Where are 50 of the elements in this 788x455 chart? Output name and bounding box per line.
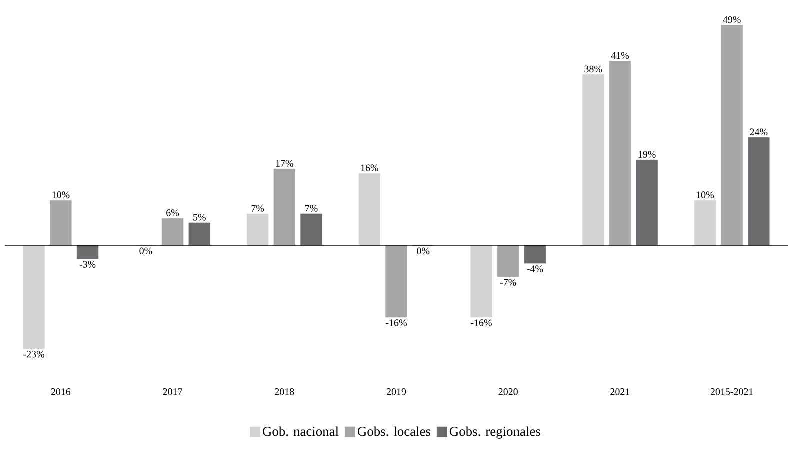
data-label: 10% <box>696 192 714 198</box>
bar <box>694 200 716 246</box>
legend-label: Gobs. locales <box>358 426 431 436</box>
bar <box>721 25 743 246</box>
data-label: 49% <box>723 16 741 24</box>
bar <box>76 245 99 260</box>
data-label: -16% <box>386 320 407 326</box>
bar <box>748 138 770 246</box>
bar <box>470 245 492 318</box>
x-tick-label: 2020 <box>498 388 518 396</box>
data-label: 38% <box>584 66 602 73</box>
data-label: 41% <box>611 52 630 60</box>
bar <box>162 218 184 246</box>
bar <box>636 160 658 246</box>
x-tick-label: 2021 <box>610 388 630 396</box>
data-label: 16% <box>361 164 378 172</box>
x-tick-label: 2017 <box>163 388 182 396</box>
data-label: -23% <box>24 351 45 358</box>
bar <box>23 245 45 350</box>
bar <box>609 61 632 246</box>
bar <box>50 200 72 246</box>
bar <box>498 245 520 278</box>
data-label: -16% <box>471 320 492 326</box>
bar <box>274 168 296 246</box>
bar <box>582 74 604 246</box>
bar <box>358 173 380 246</box>
x-tick-label: 2019 <box>386 388 406 396</box>
bar <box>524 245 546 264</box>
data-label: 7% <box>252 205 264 212</box>
data-label: 5% <box>194 214 206 221</box>
x-tick-label: 2018 <box>275 388 294 396</box>
legend-label: Gob. nacional <box>263 426 339 436</box>
data-label: 0% <box>140 248 152 254</box>
data-label: -3% <box>80 261 96 268</box>
data-label: 19% <box>638 151 656 158</box>
x-tick-label: 2015-2021 <box>710 388 754 396</box>
data-label: -7% <box>500 279 516 286</box>
data-label: 10% <box>52 192 70 198</box>
legend-label: Gobs. regionales <box>450 426 540 439</box>
bar <box>188 222 210 246</box>
bar <box>386 245 408 318</box>
data-label: 7% <box>306 205 318 212</box>
data-label: 24% <box>750 128 768 136</box>
data-label: 17% <box>276 160 294 167</box>
data-label: 6% <box>166 210 180 216</box>
data-label: 0% <box>417 248 430 254</box>
bar <box>300 214 322 246</box>
bar <box>246 214 269 246</box>
data-label: -4% <box>527 266 544 272</box>
x-tick-label: 2016 <box>51 388 71 396</box>
